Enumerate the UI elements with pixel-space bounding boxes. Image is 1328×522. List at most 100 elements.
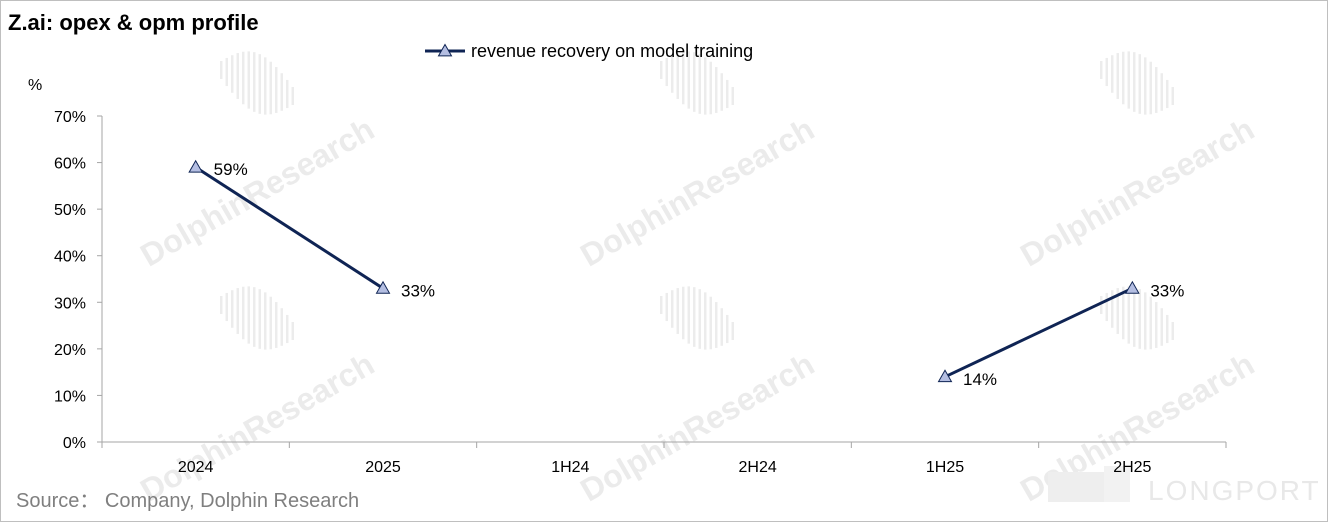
watermark-bar [687,286,690,344]
watermark-bar [726,314,729,344]
data-label: 33% [1150,281,1184,300]
watermark-bar [231,55,234,93]
watermark-bar [242,286,245,340]
y-tick-label: 10% [54,388,86,405]
watermark-bar [1116,53,1119,99]
watermark-bar [1166,79,1169,109]
watermark-bar [693,52,696,112]
watermark-mark: DolphinResearch [574,286,820,508]
legend-label: revenue recovery on model training [471,41,753,61]
legend: revenue recovery on model training [425,41,753,61]
x-tick-label: 2025 [365,459,401,476]
watermark-bar [1127,286,1130,344]
watermark-bar [253,52,256,112]
y-tick-label: 50% [54,202,86,219]
watermark-bar [715,67,718,113]
watermark-bar [1111,55,1114,93]
watermark-bar [291,87,294,105]
watermark-bar [671,55,674,93]
watermark-bar [1133,52,1136,112]
watermark-bar [720,73,723,111]
watermark-bar [682,51,685,105]
watermark-bar [1149,296,1152,350]
y-tick-label: 40% [54,249,86,266]
watermark-text: DolphinResearch [574,346,820,509]
series-line-segment [194,165,384,290]
x-tick-label: 1H24 [551,459,589,476]
data-point-marker [188,159,204,173]
watermark-mark: DolphinResearch [134,51,380,273]
watermark-bar [660,61,663,79]
watermark-bar [676,53,679,99]
watermark-bar [1155,302,1158,348]
watermark-bar [715,302,718,348]
watermark-bar [698,289,701,349]
watermark-bar [1144,292,1147,350]
watermark-bar [280,308,283,346]
source-note: Source： Company, Dolphin Research [16,490,360,512]
watermark-bar [665,292,668,322]
watermark-bar [247,51,250,109]
watermark-bar [286,314,289,344]
watermark-bar [1111,290,1114,328]
y-axis-label: % [28,77,42,94]
watermark-bar [236,53,239,99]
watermark-bar [704,292,707,350]
watermark-bar [1160,73,1163,111]
watermark-text: DolphinResearch [1014,111,1260,274]
y-tick-label: 60% [54,156,86,173]
watermark-bar [1149,61,1152,115]
watermark-bar [731,322,734,340]
watermark-mark: DolphinResearch [574,51,820,273]
y-tick-label: 0% [63,435,86,452]
watermark-bar [698,54,701,114]
watermark-mark: DolphinResearch [1014,51,1260,273]
series-line-segment [944,286,1133,379]
watermark-bar [220,296,223,314]
watermark-bar [253,287,256,347]
x-tick-label: 2H24 [739,459,777,476]
data-label: 33% [401,281,435,300]
watermark-bar [220,61,223,79]
watermark-bar [264,57,267,115]
data-point-marker [437,43,453,57]
watermark-bar [1155,67,1158,113]
watermark-bar [258,54,261,114]
watermark-bar [1122,286,1125,340]
watermark-bar [1160,308,1163,346]
watermark-bar [231,290,234,328]
watermark-bar [275,302,278,348]
watermark-bar [1105,57,1108,87]
watermark-bar [660,296,663,314]
x-tick-label: 2H25 [1113,459,1151,476]
watermark-layer: DolphinResearch DolphinResearch DolphinRes… [134,51,1319,508]
watermark-bar [709,296,712,350]
watermark-bar [1133,287,1136,347]
watermark-bar [1171,322,1174,340]
watermark-bar [269,296,272,350]
watermark-bar [1166,314,1169,344]
chart-title: Z.ai: opex & opm profile [8,10,259,35]
x-tick-label: 1H25 [926,459,964,476]
y-tick-label: 20% [54,342,86,359]
watermark-mark: DolphinResearch [134,286,380,508]
data-label: 14% [963,370,997,389]
watermark-bar [225,57,228,87]
data-point-marker [375,280,391,294]
watermark-bar [269,61,272,115]
watermark-bar [676,288,679,334]
watermark-bar [275,67,278,113]
brand-logo-block [1104,466,1130,502]
watermark-bar [1122,51,1125,105]
watermark-bar [693,287,696,347]
watermark-bar [280,73,283,111]
watermark-bar [1171,87,1174,105]
watermark-text: DolphinResearch [134,111,380,274]
watermark-bar [1138,54,1141,114]
watermark-bar [1144,57,1147,115]
watermark-bar [258,289,261,349]
watermark-bar [1138,289,1141,349]
watermark-bar [242,51,245,105]
watermark-bar [720,308,723,346]
